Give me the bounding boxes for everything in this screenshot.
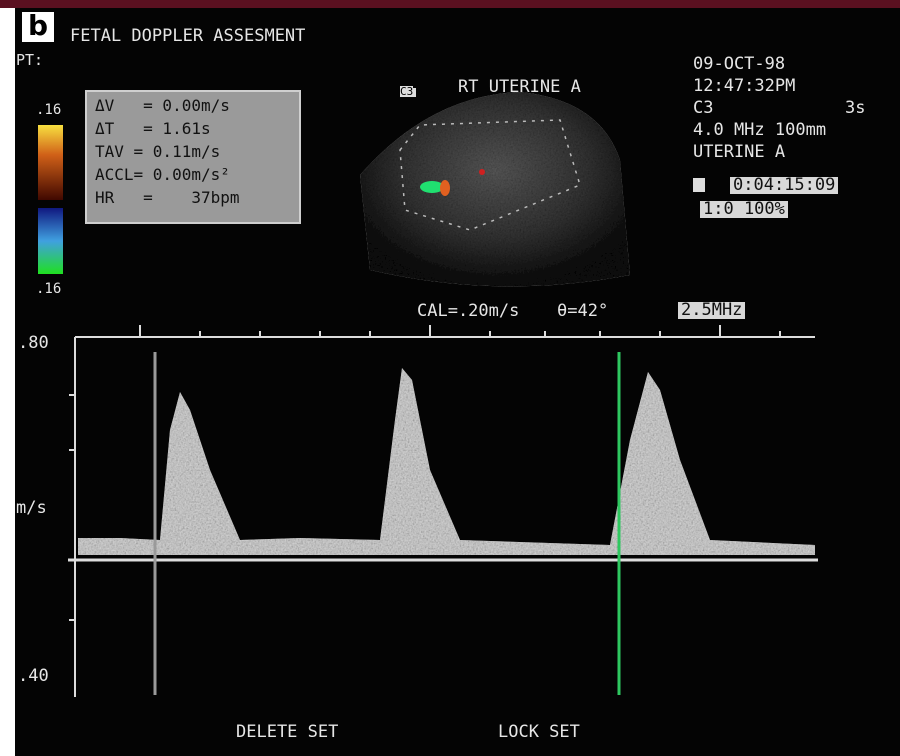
- angle: θ=42°: [557, 303, 608, 320]
- measurement: ΔT = 1.61s: [95, 119, 299, 138]
- doppler-spectrum: [78, 368, 815, 555]
- image-tag: C3: [400, 86, 413, 97]
- page: b FETAL DOPPLER ASSESMENT PT: .16 .16 ΔV…: [0, 0, 900, 756]
- scale-label: .16: [36, 103, 61, 117]
- b-mode-image: [360, 92, 630, 286]
- image-label: RT UTERINE A: [458, 79, 581, 96]
- measurement: TAV = 0.11m/s: [95, 142, 299, 161]
- scale-unit: m/s: [16, 500, 47, 517]
- measurement: ΔV = 0.00m/s: [95, 96, 299, 115]
- measurement: HR = 37bpm: [95, 188, 299, 207]
- exam: UTERINE A: [693, 144, 785, 161]
- calibration: CAL=.20m/s: [417, 303, 519, 320]
- color-bar-cool: [38, 208, 63, 274]
- scale-top: .80: [18, 335, 49, 352]
- patient-label: PT:: [16, 53, 43, 68]
- preset: C3: [693, 100, 713, 117]
- persistence: 3s: [845, 100, 865, 117]
- color-flow: [479, 169, 485, 175]
- time: 12:47:32PM: [693, 78, 795, 95]
- color-flow: [440, 180, 450, 196]
- scale-bottom: .40: [18, 668, 49, 685]
- measurement-box: ΔV = 0.00m/s ΔT = 1.61s TAV = 0.11m/s AC…: [85, 90, 301, 224]
- measurement: ACCL= 0.00m/s²: [95, 165, 299, 184]
- timer: 0:04:15:09: [730, 177, 838, 194]
- probe: 4.0 MHz 100mm: [693, 122, 826, 139]
- color-bar-warm: [38, 125, 63, 200]
- date: 09-OCT-98: [693, 56, 785, 73]
- scale-label: .16: [36, 282, 61, 296]
- panel-label: b: [22, 12, 54, 42]
- title: FETAL DOPPLER ASSESMENT: [70, 28, 305, 45]
- zoom: 1:0 100%: [700, 201, 788, 218]
- doppler-frequency: 2.5MHz: [678, 302, 745, 319]
- softkey[interactable]: DELETE SET: [236, 724, 338, 741]
- softkey[interactable]: LOCK SET: [498, 724, 580, 741]
- cine-icon: [693, 178, 705, 192]
